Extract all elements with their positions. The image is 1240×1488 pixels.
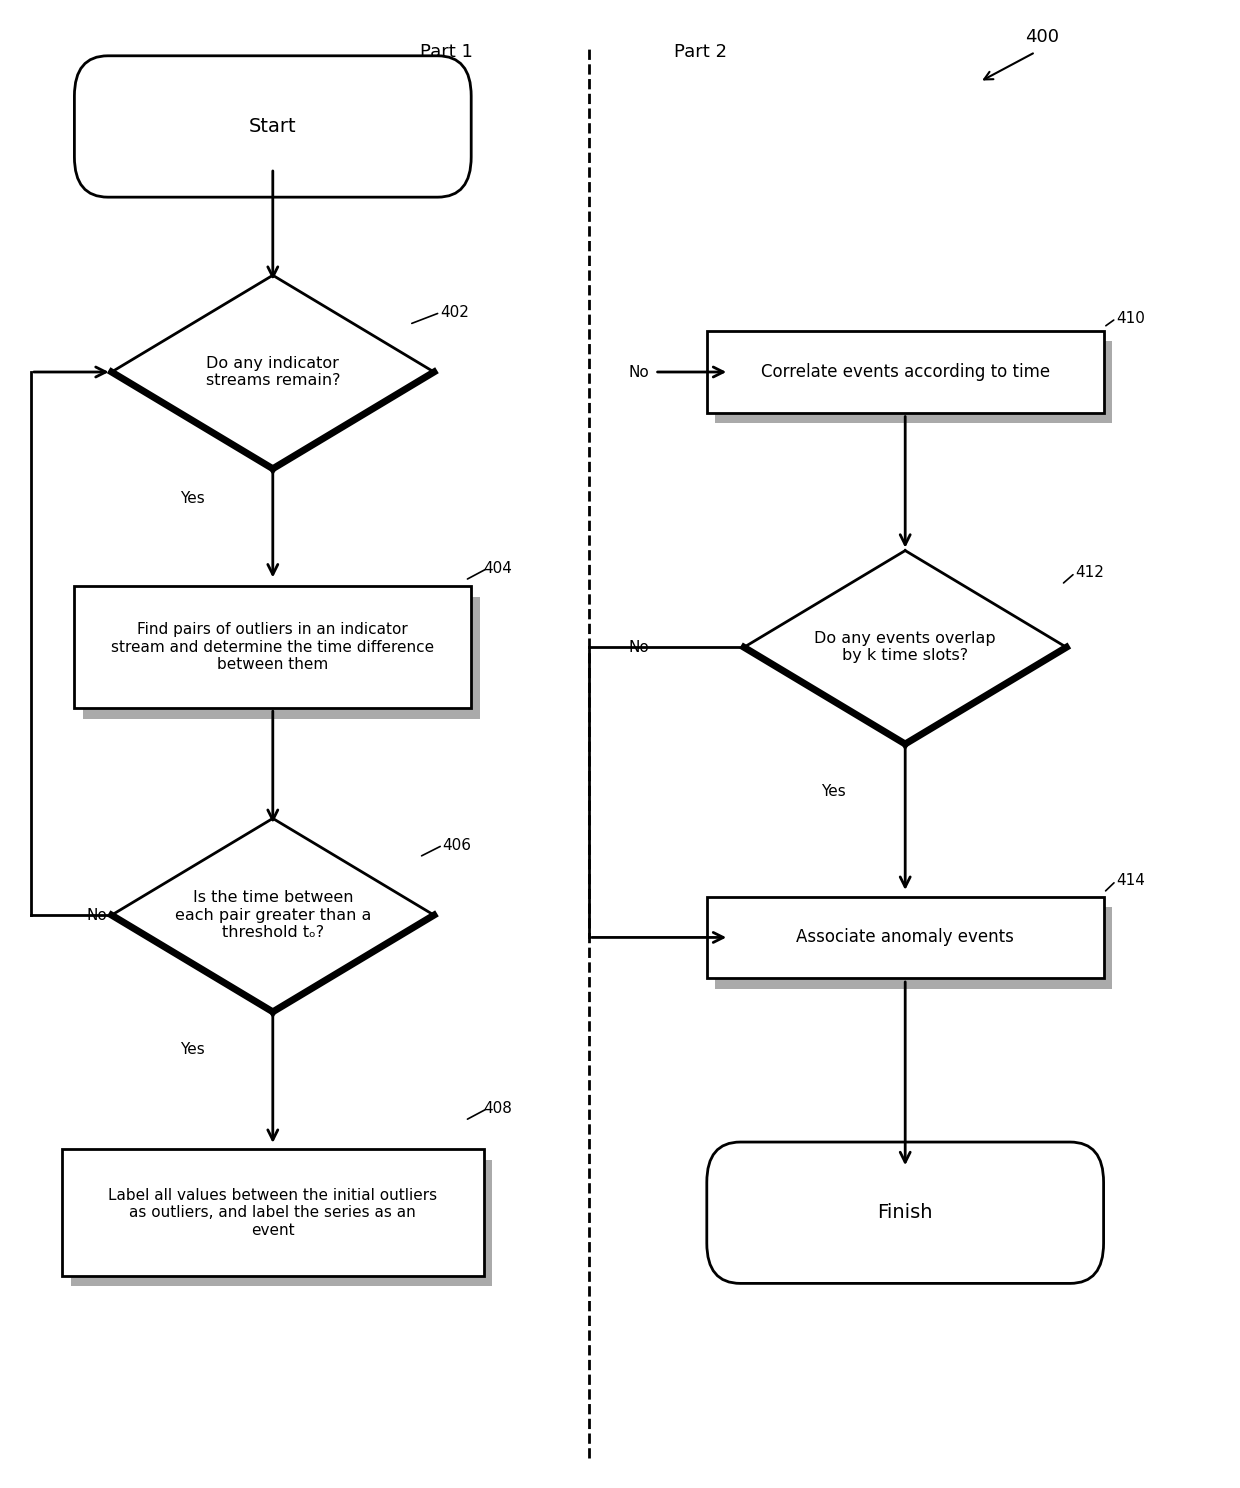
FancyBboxPatch shape: [707, 896, 1104, 979]
FancyBboxPatch shape: [715, 342, 1112, 423]
FancyBboxPatch shape: [707, 1143, 1104, 1283]
Text: Part 2: Part 2: [675, 43, 727, 61]
Text: Start: Start: [249, 118, 296, 135]
Text: 408: 408: [484, 1101, 512, 1116]
Text: Yes: Yes: [821, 784, 846, 799]
Text: Do any indicator
streams remain?: Do any indicator streams remain?: [206, 356, 340, 388]
Polygon shape: [744, 551, 1066, 744]
FancyBboxPatch shape: [74, 586, 471, 708]
Polygon shape: [112, 818, 434, 1012]
Text: Do any events overlap
by k time slots?: Do any events overlap by k time slots?: [815, 631, 996, 664]
Text: 410: 410: [1116, 311, 1145, 326]
Text: Is the time between
each pair greater than a
threshold tₒ?: Is the time between each pair greater th…: [175, 890, 371, 940]
FancyBboxPatch shape: [707, 332, 1104, 412]
FancyBboxPatch shape: [74, 57, 471, 196]
Text: Finish: Finish: [878, 1204, 932, 1222]
Text: 402: 402: [440, 305, 469, 320]
Text: No: No: [87, 908, 107, 923]
Text: Find pairs of outliers in an indicator
stream and determine the time difference
: Find pairs of outliers in an indicator s…: [112, 622, 434, 673]
Text: 404: 404: [484, 561, 512, 576]
Text: No: No: [629, 365, 649, 379]
Text: 414: 414: [1116, 873, 1145, 888]
Text: Part 1: Part 1: [420, 43, 472, 61]
Text: No: No: [629, 640, 649, 655]
Text: 400: 400: [1024, 28, 1059, 46]
Text: Associate anomaly events: Associate anomaly events: [796, 929, 1014, 946]
Text: Yes: Yes: [180, 1042, 205, 1056]
FancyBboxPatch shape: [83, 597, 480, 719]
FancyBboxPatch shape: [71, 1161, 492, 1286]
Text: Yes: Yes: [180, 491, 205, 506]
Text: 412: 412: [1075, 565, 1104, 580]
Text: Correlate events according to time: Correlate events according to time: [760, 363, 1050, 381]
FancyBboxPatch shape: [715, 908, 1112, 990]
FancyBboxPatch shape: [62, 1149, 484, 1277]
Text: 406: 406: [443, 838, 471, 853]
Text: Label all values between the initial outliers
as outliers, and label the series : Label all values between the initial out…: [108, 1187, 438, 1238]
Polygon shape: [112, 275, 434, 469]
